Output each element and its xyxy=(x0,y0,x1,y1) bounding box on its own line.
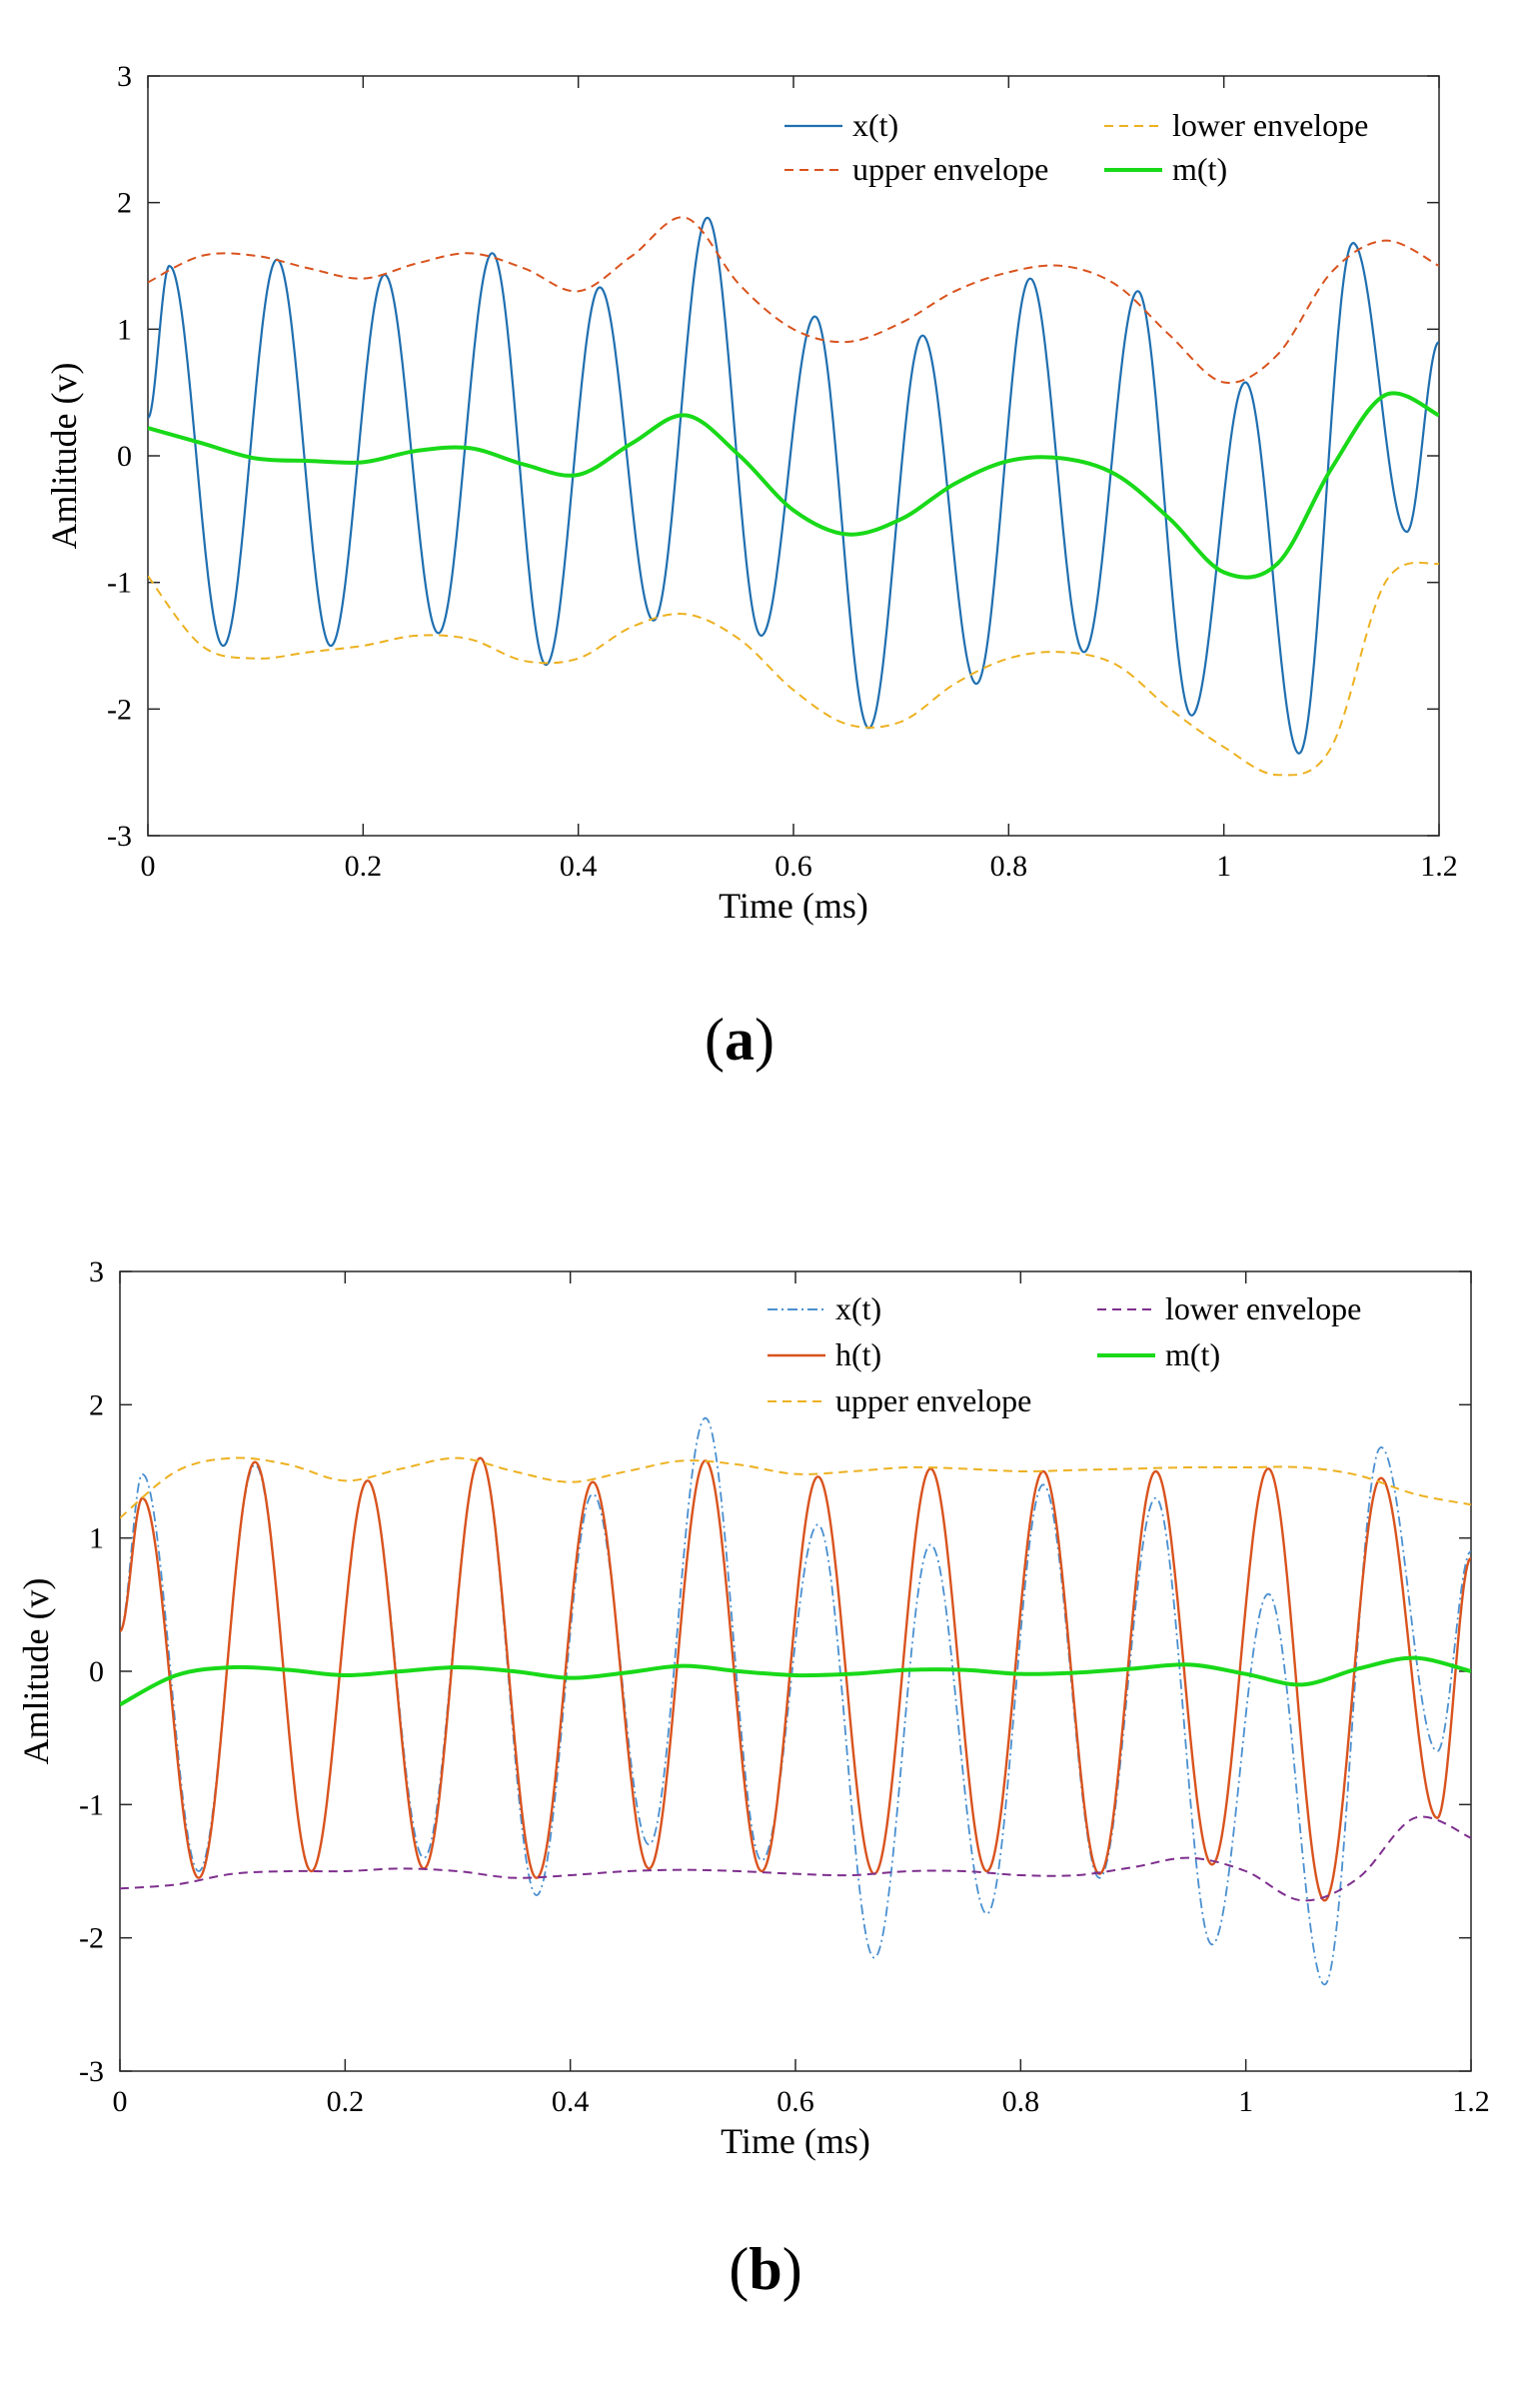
panel-label: (b) xyxy=(729,2236,801,2302)
x-tick-label: 0.8 xyxy=(990,850,1028,883)
x-tick-label: 1.2 xyxy=(1452,2085,1490,2118)
chart-a: 0 0.2 0.4 0.6 0.8 1 1.2 -3 -2 -1 0 1 2 3 Time (ms) Amli… xyxy=(44,60,1458,1073)
x-tick-label: 1 xyxy=(1238,2085,1253,2118)
x-tick-label: 0.4 xyxy=(552,2085,590,2118)
x-tick-label: 0 xyxy=(113,2085,128,2118)
x-tick-label: 0.6 xyxy=(774,850,812,883)
y-axis-label: Amlitude (v) xyxy=(44,363,84,550)
legend-label: upper envelope xyxy=(835,1382,1031,1418)
series-line-upper-envelope xyxy=(148,216,1439,385)
panel-label-open: ( xyxy=(705,1007,725,1073)
series-line-upper-envelope xyxy=(120,1456,1471,1519)
series-line-m-t- xyxy=(120,1655,1471,1707)
x-tick-label: 0.8 xyxy=(1002,2085,1040,2118)
legend-label: h(t) xyxy=(835,1336,881,1372)
legend: x(t) lower envelope upper envelope m(t) xyxy=(784,107,1368,187)
series-line-lower-envelope xyxy=(148,561,1439,777)
x-tick-label: 0 xyxy=(141,850,156,883)
y-tick-label: 3 xyxy=(89,1255,104,1288)
y-tick-label: 1 xyxy=(89,1522,104,1555)
x-tick-label: 0.4 xyxy=(560,850,598,883)
y-axis-label: Amlitude (v) xyxy=(16,1578,56,1765)
x-tick-label: 0.2 xyxy=(345,850,383,883)
legend-label: m(t) xyxy=(1172,151,1227,187)
y-tick-label: -2 xyxy=(79,1922,104,1955)
panel-label-letter: b xyxy=(749,2236,781,2302)
panel-label-open: ( xyxy=(729,2236,749,2302)
y-tick-label: -2 xyxy=(107,693,132,726)
y-tick-label: 1 xyxy=(117,313,132,346)
panel-label: (a) xyxy=(705,1007,774,1073)
series-line-x-t- xyxy=(120,1416,1471,1986)
panel-label-close: ) xyxy=(755,1007,774,1073)
chart-b: 0 0.2 0.4 0.6 0.8 1 1.2 -3 -2 -1 0 1 2 3 Time (ms) Amli… xyxy=(16,1255,1490,2302)
y-tick-label: -1 xyxy=(107,567,132,600)
panel-label-close: ) xyxy=(782,2236,802,2302)
legend-label: x(t) xyxy=(835,1290,881,1326)
x-tick-label: 0.6 xyxy=(776,2085,814,2118)
series-group xyxy=(148,216,1439,777)
y-tick-label: -3 xyxy=(107,820,132,853)
y-tick-label: 2 xyxy=(89,1388,104,1421)
plot-area xyxy=(119,1270,1472,2072)
legend-label: lower envelope xyxy=(1165,1290,1361,1326)
y-tick-label: 0 xyxy=(117,440,132,473)
plot-area xyxy=(147,75,1440,837)
y-tick-label: -1 xyxy=(79,1788,104,1821)
legend-label: lower envelope xyxy=(1172,107,1368,143)
legend: x(t) lower envelope h(t) m(t) upper envelope xyxy=(767,1290,1361,1418)
x-tick-label: 1 xyxy=(1216,850,1231,883)
legend-label: m(t) xyxy=(1165,1336,1220,1372)
series-group xyxy=(120,1416,1471,1986)
y-tick-label: 2 xyxy=(117,187,132,220)
series-line-m-t- xyxy=(148,391,1439,580)
series-line-x-t- xyxy=(148,216,1439,755)
y-tick-label: 3 xyxy=(117,60,132,93)
x-tick-label: 1.2 xyxy=(1420,850,1458,883)
series-line-lower-envelope xyxy=(120,1815,1471,1902)
x-tick-label: 0.2 xyxy=(327,2085,365,2118)
x-axis-label: Time (ms) xyxy=(719,886,868,926)
legend-label: x(t) xyxy=(852,107,898,143)
y-tick-label: -3 xyxy=(79,2055,104,2088)
x-axis-label: Time (ms) xyxy=(721,2121,870,2161)
y-tick-label: 0 xyxy=(89,1655,104,1688)
panel-label-letter: a xyxy=(725,1007,755,1073)
legend-label: upper envelope xyxy=(852,151,1048,187)
